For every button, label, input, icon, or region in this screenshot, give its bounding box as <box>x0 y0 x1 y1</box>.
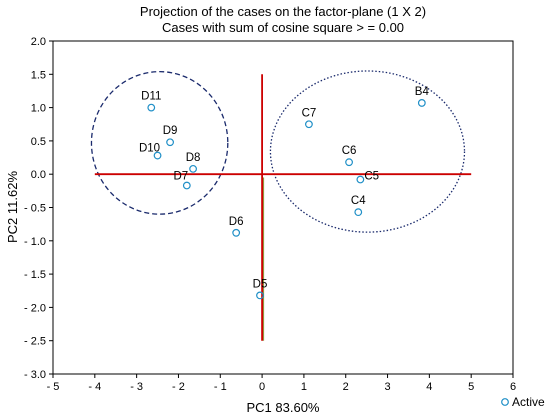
data-point <box>356 175 365 184</box>
legend-marker <box>501 398 509 406</box>
data-point <box>256 291 264 300</box>
y-tick-label: 0.5 <box>31 136 46 148</box>
y-tick-label: - 2.0 <box>24 302 46 314</box>
y-tick-label: 0.0 <box>31 169 46 181</box>
chart-title: Projection of the cases on the factor-pl… <box>140 4 426 19</box>
data-point-label: D5 <box>253 278 268 290</box>
x-axis-label: PC1 83.60% <box>247 400 320 415</box>
x-tick-label: - 4 <box>88 381 101 393</box>
y-tick-label: - 1.5 <box>24 269 46 281</box>
data-point <box>147 103 156 112</box>
data-point <box>305 120 313 129</box>
data-point-label: B4 <box>415 86 430 98</box>
data-point <box>182 181 191 190</box>
y-tick-label: 2.0 <box>31 36 46 48</box>
data-point <box>166 138 174 147</box>
y-axis-ticks: 2.0 1.5 1.0 0.5 0.0 - 0.5 - 1.0 - 1.5 - 2.0 - 2.5… <box>24 36 53 381</box>
x-tick-label: 0 <box>259 381 265 393</box>
data-point-label: D9 <box>163 125 178 137</box>
data-point <box>417 99 426 107</box>
y-tick-label: 1.0 <box>31 103 46 115</box>
data-point <box>354 208 363 217</box>
y-tick-label: - 1.0 <box>24 236 46 248</box>
cluster-ellipses <box>90 70 466 233</box>
x-tick-label: 2 <box>343 381 349 393</box>
data-point-label: C6 <box>342 145 357 157</box>
reference-lines <box>94 74 472 341</box>
plot-frame <box>52 40 514 375</box>
x-tick-label: 1 <box>301 381 307 393</box>
data-point-label: D7 <box>173 171 188 183</box>
y-tick-label: 1.5 <box>31 69 46 81</box>
y-axis-label: PC2 11.62% <box>5 171 20 243</box>
legend: Active <box>501 395 545 409</box>
data-point-label: D11 <box>141 91 161 103</box>
data-point <box>232 228 241 237</box>
x-tick-label: - 2 <box>172 381 185 393</box>
chart-subtitle: Cases with sum of cosine square > = 0.00 <box>162 20 404 35</box>
x-tick-label: 5 <box>468 381 474 393</box>
x-tick-label: - 3 <box>130 381 143 393</box>
data-point-label: C5 <box>364 171 379 183</box>
data-point-label: D6 <box>229 216 244 228</box>
x-tick-label: - 5 <box>47 381 60 393</box>
data-point <box>153 151 162 160</box>
data-point-label: D10 <box>139 143 160 155</box>
x-tick-label: - 1 <box>214 381 227 393</box>
data-point <box>345 158 353 167</box>
x-tick-label: 3 <box>384 381 390 393</box>
data-point-label: C4 <box>351 195 366 207</box>
x-tick-label: 6 <box>510 381 516 393</box>
x-axis-ticks: - 5 - 4 - 3 - 2 - 1 0 1 2 3 4 5 6 <box>47 374 516 393</box>
y-tick-label: - 0.5 <box>24 203 46 215</box>
y-tick-label: - 2.5 <box>24 336 46 348</box>
data-point-label: D8 <box>186 152 201 164</box>
cluster-ellipse-bc <box>269 70 466 233</box>
cluster-ellipse-d <box>90 70 229 215</box>
legend-label: Active <box>512 395 545 409</box>
data-point-label: C7 <box>302 107 317 119</box>
y-tick-label: - 3.0 <box>24 369 46 381</box>
x-tick-label: 4 <box>426 381 432 393</box>
data-point <box>189 164 197 173</box>
